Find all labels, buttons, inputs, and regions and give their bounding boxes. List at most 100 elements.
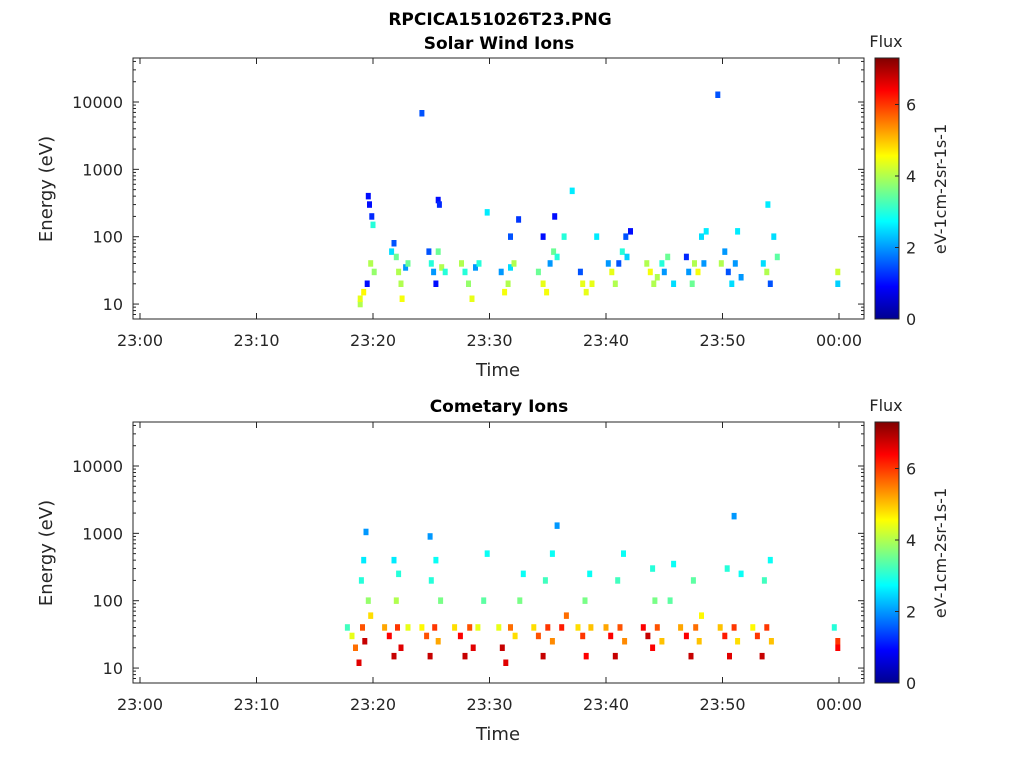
heatmap-cell: [469, 295, 475, 302]
heatmap-cell: [462, 268, 468, 276]
heatmap-cell: [357, 295, 363, 302]
heatmap-cell: [428, 260, 434, 267]
heatmap-cell: [368, 260, 374, 267]
heatmap-cell: [575, 624, 581, 631]
heatmap-cell: [399, 295, 405, 302]
heatmap-cell: [699, 233, 704, 240]
heatmap-cell: [370, 221, 376, 229]
x-tick-label: 23:00: [117, 695, 163, 714]
colorbar-gradient: [874, 421, 900, 684]
heatmap-cell: [724, 565, 730, 572]
heatmap-cell: [759, 652, 765, 660]
colorbar-title: Flux: [869, 32, 902, 51]
heatmap-cell: [452, 624, 458, 631]
heatmap-cell: [603, 624, 609, 631]
heatmap-cell: [686, 268, 692, 276]
y-tick-label: 10: [103, 295, 123, 314]
heatmap-cell: [512, 632, 518, 640]
heatmap-cell: [520, 570, 526, 578]
x-tick-label: 23:20: [350, 331, 396, 350]
heatmap-cell: [540, 233, 546, 240]
heatmap-cell: [650, 565, 656, 572]
heatmap-cell: [683, 632, 689, 640]
heatmap-cell: [356, 659, 362, 666]
colorbar-ticks: 0 2 4 6: [895, 95, 916, 329]
heatmap-cell: [531, 624, 537, 631]
colorbar-tick-label: 6: [906, 95, 916, 114]
solar-wind-panel: Solar Wind Ions 23:00 23:10 23:20 23:30 23:4…: [36, 32, 950, 381]
heatmap-cell: [738, 570, 744, 578]
heatmap-cell: [671, 280, 677, 287]
y-axis-label: Energy (eV): [36, 136, 57, 242]
heatmap-cell: [622, 638, 628, 645]
heatmap-cell: [535, 268, 541, 276]
x-axis-label: Time: [475, 724, 520, 745]
x-axis-label: Time: [475, 360, 520, 381]
heatmap-cell: [835, 280, 841, 287]
heatmap-cell: [435, 638, 441, 645]
heatmap-cell: [435, 248, 441, 255]
heatmap-cell: [831, 624, 837, 631]
heatmap-cell: [428, 577, 434, 584]
colorbar-gradient: [874, 57, 900, 320]
heatmap-cell: [365, 597, 371, 604]
heatmap-cell: [396, 570, 402, 578]
x-tick-label: 23:10: [233, 695, 279, 714]
heatmap-cell: [398, 280, 404, 287]
heatmap-cell: [732, 260, 738, 267]
heatmap-cell: [365, 192, 371, 200]
heatmap-cell: [499, 644, 505, 651]
heatmap-cell: [580, 280, 586, 287]
heatmap-cell: [459, 260, 464, 267]
heatmap-cell: [367, 201, 372, 208]
heatmap-cell: [427, 652, 433, 660]
heatmap-cell: [391, 240, 397, 247]
heatmap-cell: [761, 577, 767, 584]
heatmap-cell: [722, 632, 728, 640]
y-tick-label: 10: [103, 659, 123, 678]
heatmap-cell: [588, 624, 594, 631]
heatmap-cell: [382, 624, 388, 631]
heatmap-cell: [535, 632, 541, 640]
heatmap-cell: [561, 233, 567, 240]
colorbar-label: eV-1cm-2sr-1s-1: [931, 124, 950, 254]
heatmap-cell: [475, 624, 481, 631]
heatmap-cell: [467, 624, 473, 631]
heatmap-cell: [516, 216, 522, 223]
y-tick-label: 1000: [82, 160, 123, 179]
heatmap-cell: [517, 597, 523, 604]
heatmap-cell: [466, 280, 471, 287]
colorbar-title: Flux: [869, 396, 902, 415]
colorbar-tick-label: 2: [906, 238, 916, 257]
heatmap-cell: [692, 260, 697, 267]
x-tick-label: 00:00: [816, 695, 862, 714]
colorbar-tick-label: 0: [906, 310, 916, 329]
heatmap-cell: [729, 280, 735, 287]
heatmap-cell: [391, 556, 397, 564]
heatmap-cell: [484, 550, 490, 557]
heatmap-cell: [665, 253, 671, 261]
heatmap-cell: [552, 213, 558, 220]
heatmap-cell: [667, 597, 673, 604]
heatmap-cell: [650, 644, 656, 651]
heatmap-cell: [722, 248, 728, 255]
heatmap-cell: [462, 652, 468, 660]
colorbar-tick-label: 0: [906, 674, 916, 693]
heatmap-cell: [549, 550, 555, 557]
figure-title: RPCICA151026T23.PNG: [388, 10, 611, 30]
heatmap-cell: [503, 659, 509, 666]
plot-frame: [132, 57, 865, 320]
colorbar-tick-label: 2: [906, 602, 916, 621]
colorbar-tick-label: 4: [906, 167, 916, 186]
heatmap-cell: [750, 624, 756, 631]
heatmap-cell: [540, 280, 546, 287]
heatmap-cell: [835, 268, 841, 276]
heatmap-cell: [353, 644, 358, 651]
y-tick-label: 1000: [82, 524, 123, 543]
heatmap-cell: [696, 638, 702, 645]
heatmap-cell: [768, 638, 774, 645]
heatmap-cell: [393, 253, 399, 261]
x-tick-label: 23:30: [466, 331, 512, 350]
x-tick-label: 23:20: [350, 695, 396, 714]
cometary-panel: Cometary Ions 23:00 23:10 23:20 23:30 23:40 2…: [36, 396, 950, 745]
